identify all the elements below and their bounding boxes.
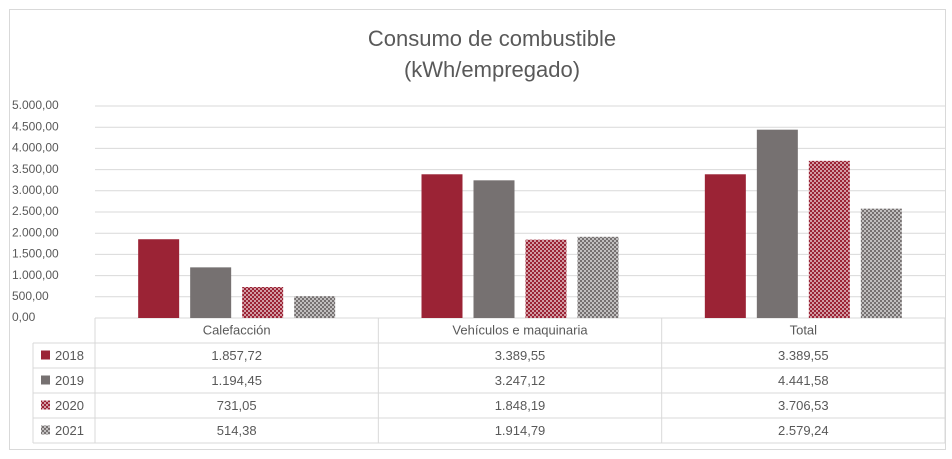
table-value: 1.848,19 [495,398,546,413]
legend-label: 2019 [55,373,84,388]
x-tick-label: Vehículos e maquinaria [452,322,588,337]
y-tick-label: 4.000,00 [12,141,59,155]
y-tick-label: 0,00 [12,310,36,324]
bar [756,129,798,318]
chart-subtitle: (kWh/empregado) [404,57,580,82]
table-value: 731,05 [217,398,257,413]
legend-label: 2021 [55,423,84,438]
bar [190,267,232,318]
legend-key [41,425,50,435]
y-tick-label: 3.500,00 [12,162,59,176]
legend-label: 2020 [55,398,84,413]
chart-border [9,9,946,450]
x-tick-label: Calefacción [203,322,271,337]
y-tick-label: 1.000,00 [12,268,59,282]
table-value: 3.247,12 [495,373,546,388]
legend-label: 2018 [55,348,84,363]
bar [242,287,284,318]
y-tick-label: 4.500,00 [12,119,59,133]
bar [577,236,619,318]
bar [525,239,567,318]
legend-key [41,375,50,385]
table-value: 3.706,53 [778,398,829,413]
bar [138,239,180,318]
table-value: 3.389,55 [495,348,546,363]
bar [421,174,463,318]
table-value: 2.579,24 [778,423,829,438]
legend-key [41,350,50,360]
table-value: 3.389,55 [778,348,829,363]
y-tick-label: 1.500,00 [12,247,59,261]
y-tick-label: 2.000,00 [12,225,59,239]
bar [294,296,336,318]
y-tick-label: 5.000,00 [12,98,59,112]
y-tick-label: 3.000,00 [12,183,59,197]
chart-title: Consumo de combustible [368,26,616,51]
table-value: 1.857,72 [211,348,262,363]
table-value: 514,38 [217,423,257,438]
table-value: 1.914,79 [495,423,546,438]
y-tick-label: 2.500,00 [12,204,59,218]
bar [704,174,746,318]
x-tick-label: Total [790,322,818,337]
legend-key [41,400,50,410]
bar [860,208,902,318]
bar [808,160,850,318]
y-tick-label: 500,00 [12,289,49,303]
table-value: 1.194,45 [211,373,262,388]
table-value: 4.441,58 [778,373,829,388]
bar [473,180,515,318]
